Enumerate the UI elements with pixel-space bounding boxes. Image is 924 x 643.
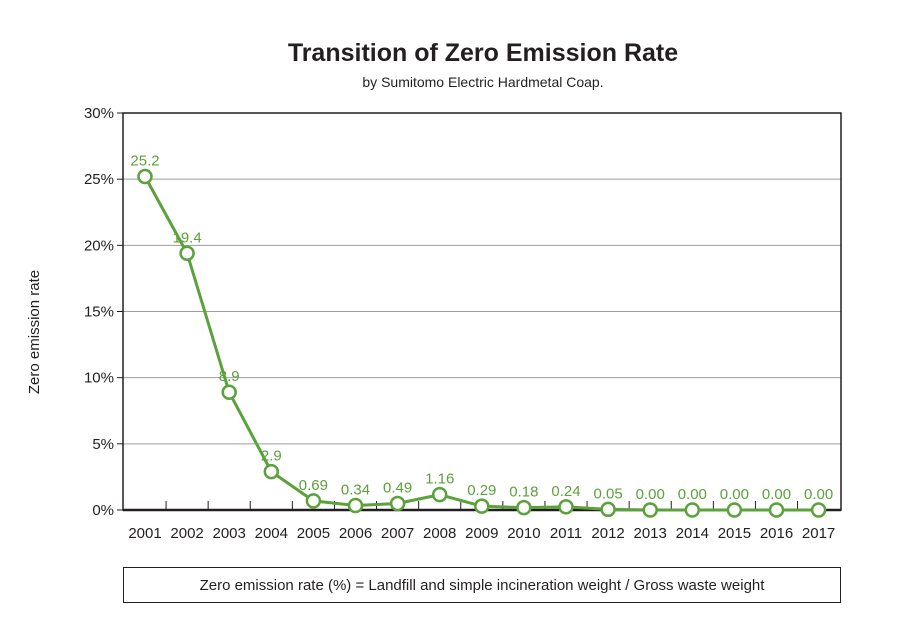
series-zero-emission-rate: 25.2 19.4 8.9 2.9 0.69 0.34 0.49 1.16 0.29 0.18 0.… xyxy=(130,153,833,518)
x-tick-label: 2010 xyxy=(507,525,540,542)
chart-subtitle: by Sumitomo Electric Hardmetal Coap. xyxy=(362,74,603,90)
x-tick-label: 2002 xyxy=(170,525,203,542)
data-point xyxy=(516,499,532,516)
data-label: 0.00 xyxy=(804,486,833,503)
y-axis-ticks: 0% 5% 10% 15% 20% 25% 30% xyxy=(84,105,123,519)
x-tick-label: 2001 xyxy=(128,525,161,542)
data-label: 0.00 xyxy=(720,486,749,503)
x-tick-label: 2011 xyxy=(550,525,582,542)
data-point xyxy=(263,463,280,480)
x-tick-label: 2016 xyxy=(760,525,793,542)
x-tick-label: 2003 xyxy=(213,525,246,542)
formula-footnote: Zero emission rate (%) = Landfill and si… xyxy=(123,567,841,603)
grid-lines xyxy=(123,178,841,445)
x-tick-label: 2007 xyxy=(381,525,414,542)
data-point xyxy=(558,499,574,515)
x-tick-label: 2006 xyxy=(339,525,372,542)
y-tick-label: 20% xyxy=(84,237,114,254)
y-tick-label: 25% xyxy=(84,171,114,188)
data-point xyxy=(810,502,827,518)
y-tick-label: 15% xyxy=(84,304,114,321)
y-axis-title: Zero emission rate xyxy=(26,270,43,394)
data-label: 0.18 xyxy=(509,484,538,501)
y-tick-label: 0% xyxy=(92,502,114,519)
data-point xyxy=(347,497,364,514)
x-tick-label: 2005 xyxy=(297,525,330,542)
data-point xyxy=(600,501,616,518)
data-label: 25.2 xyxy=(130,153,159,170)
data-label: 0.00 xyxy=(762,486,791,503)
formula-text: Zero emission rate (%) = Landfill and si… xyxy=(199,576,765,594)
data-point xyxy=(431,486,448,503)
y-tick-label: 30% xyxy=(84,105,114,122)
data-label: 19.4 xyxy=(172,229,201,246)
series-line xyxy=(143,175,819,512)
data-point xyxy=(179,245,195,262)
x-tick-label: 2013 xyxy=(634,525,667,542)
data-point xyxy=(726,502,743,518)
data-label: 0.00 xyxy=(636,486,665,503)
data-label: 0.00 xyxy=(678,486,707,503)
data-point xyxy=(768,502,785,518)
data-point xyxy=(474,498,490,514)
x-tick-label: 2015 xyxy=(718,525,751,542)
y-tick-label: 10% xyxy=(84,370,114,387)
data-point xyxy=(684,502,701,518)
data-point xyxy=(137,168,153,185)
data-point xyxy=(389,495,406,512)
data-label: 8.9 xyxy=(219,368,240,385)
data-label: 0.24 xyxy=(551,483,580,500)
data-label: 2.9 xyxy=(261,448,282,465)
x-tick-label: 2014 xyxy=(676,525,709,542)
data-label: 0.49 xyxy=(383,480,412,497)
y-tick-label: 5% xyxy=(92,436,114,453)
data-point xyxy=(305,493,322,509)
data-point xyxy=(221,384,237,400)
x-tick-label: 2012 xyxy=(591,525,624,542)
data-label: 0.05 xyxy=(593,485,622,502)
x-tick-label: 2009 xyxy=(465,525,498,542)
chart-title: Transition of Zero Emission Rate xyxy=(288,39,678,67)
x-tick-label: 2004 xyxy=(255,525,288,542)
x-tick-label: 2017 xyxy=(802,525,835,542)
data-label: 0.34 xyxy=(341,482,370,499)
data-point xyxy=(642,502,658,518)
data-label: 1.16 xyxy=(425,471,454,488)
x-tick-label: 2008 xyxy=(423,525,456,542)
data-label: 0.69 xyxy=(299,477,328,494)
data-label: 0.29 xyxy=(467,482,496,499)
